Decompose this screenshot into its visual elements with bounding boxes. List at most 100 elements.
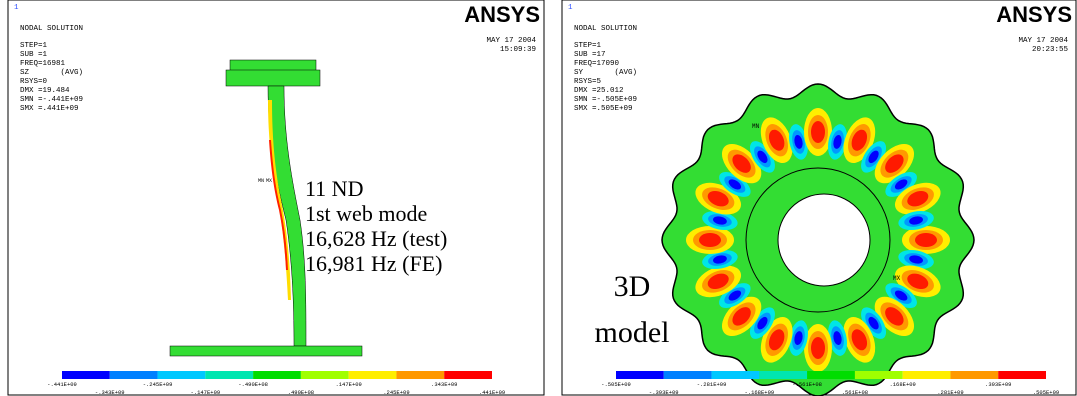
contour-lobe	[768, 329, 785, 351]
contour-lobe	[894, 179, 908, 190]
max-marker: MX	[266, 178, 272, 184]
contour-lobe	[728, 179, 742, 190]
contour-lobe	[707, 273, 729, 290]
solution-info: SUB =1	[20, 51, 48, 59]
annotation: 16,981 Hz (FE)	[305, 251, 442, 276]
solution-info: SMN =-.505E+09	[574, 96, 637, 104]
contour-lobe	[713, 216, 727, 225]
contour-lobe	[794, 135, 803, 149]
contour-lobe	[707, 190, 729, 207]
contour-lobe	[909, 216, 923, 225]
solution-info: FREQ=16981	[20, 60, 66, 68]
annotation: 11 ND	[305, 176, 363, 201]
colorbar-label: -.281E+09	[697, 381, 727, 388]
contour-lobe	[757, 316, 768, 330]
colorbar-swatch	[759, 371, 808, 379]
annotation: 3D	[614, 270, 651, 303]
solution-info: SZ (AVG)	[20, 69, 83, 77]
colorbar-label: -.490E+08	[238, 381, 268, 388]
solution-info: STEP=1	[20, 42, 48, 50]
colorbar-label: -.147E+09	[190, 389, 220, 396]
ansys-logo: ANSYS	[464, 2, 540, 27]
min-marker: MN	[258, 178, 264, 184]
contour-lobe	[868, 150, 879, 164]
solution-title: NODAL SOLUTION	[20, 25, 83, 33]
colorbar-label: .343E+09	[431, 381, 457, 388]
colorbar-label: -.441E+09	[47, 381, 77, 388]
contour-lobe	[907, 190, 929, 207]
colorbar-swatch	[807, 371, 855, 379]
colorbar-label: -.505E+09	[601, 381, 631, 388]
contour-lobe	[868, 316, 879, 330]
contour-lobe	[915, 233, 937, 247]
contour-lobe	[885, 307, 904, 326]
contour-lobe	[833, 331, 842, 345]
colorbar-swatch	[711, 371, 760, 379]
colorbar-label: .441E+09	[479, 389, 505, 396]
solution-info: DMX =19.484	[20, 87, 70, 95]
contour-lobe	[699, 233, 721, 247]
date: MAY 17 2004	[1018, 37, 1068, 45]
colorbar-label: .561E+08	[842, 389, 868, 396]
colorbar-swatch	[444, 371, 492, 379]
colorbar-swatch	[950, 371, 999, 379]
colorbar-label: -.245E+09	[143, 381, 173, 388]
contour-lobe	[728, 290, 742, 301]
colorbar-swatch	[253, 371, 301, 379]
annotation: model	[595, 316, 670, 349]
window-number: 1	[568, 4, 573, 12]
contour-lobe	[909, 255, 923, 264]
solution-info: SUB =17	[574, 51, 606, 59]
colorbar-label: .147E+09	[335, 381, 361, 388]
contour-lobe	[894, 290, 908, 301]
solution-info: STEP=1	[574, 42, 602, 50]
solution-info: DMX =25.012	[574, 87, 624, 95]
contour-lobe	[794, 331, 803, 345]
colorbar-label: .393E+09	[985, 381, 1011, 388]
contour-lobe	[811, 337, 825, 359]
disk-model	[661, 83, 975, 396]
colorbar-swatch	[396, 371, 445, 379]
contour-lobe	[732, 154, 751, 173]
date: MAY 17 2004	[486, 37, 536, 45]
annotation: 1st web mode	[305, 201, 427, 226]
contour-lobe	[833, 135, 842, 149]
colorbar-label: .168E+09	[889, 381, 915, 388]
solution-info: SY (AVG)	[574, 69, 637, 77]
contour-lobe	[713, 255, 727, 264]
left-panel	[7, 0, 545, 396]
annotation: 16,628 Hz (test)	[305, 226, 447, 251]
colorbar-label: .281E+09	[937, 389, 963, 396]
colorbar-label: -.561E+08	[792, 381, 822, 388]
disk-hole	[777, 193, 871, 287]
colorbar-label: .245E+09	[383, 389, 409, 396]
contour-lobe	[851, 329, 868, 351]
min-marker: MN	[752, 123, 760, 130]
solution-info: SMX =.441E+09	[20, 105, 79, 113]
colorbar-label: -.168E+09	[744, 389, 774, 396]
colorbar-swatch	[157, 371, 206, 379]
solution-info: RSYS=5	[574, 78, 602, 86]
colorbar-swatch	[854, 371, 903, 379]
max-marker: MX	[893, 275, 901, 282]
window-number: 1	[14, 4, 19, 12]
ansys-logo: ANSYS	[996, 2, 1072, 27]
colorbar-swatch	[663, 371, 712, 379]
solution-info: FREQ=17090	[574, 60, 620, 68]
colorbar-swatch	[998, 371, 1046, 379]
solution-info: RSYS=0	[20, 78, 48, 86]
colorbar-label: -.393E+09	[649, 389, 679, 396]
colorbar-swatch	[348, 371, 397, 379]
solution-info: SMN =-.441E+09	[20, 96, 83, 104]
colorbar-label: -.343E+09	[95, 389, 125, 396]
contour-lobe	[851, 129, 868, 151]
colorbar-swatch	[616, 371, 664, 379]
contour-lobe	[768, 129, 785, 151]
contour-lobe	[907, 273, 929, 290]
contour-lobe	[811, 121, 825, 143]
colorbar-label: .505E+09	[1033, 389, 1059, 396]
contour-lobe	[732, 307, 751, 326]
colorbar-swatch	[62, 371, 110, 379]
solution-info: SMX =.505E+09	[574, 105, 633, 113]
